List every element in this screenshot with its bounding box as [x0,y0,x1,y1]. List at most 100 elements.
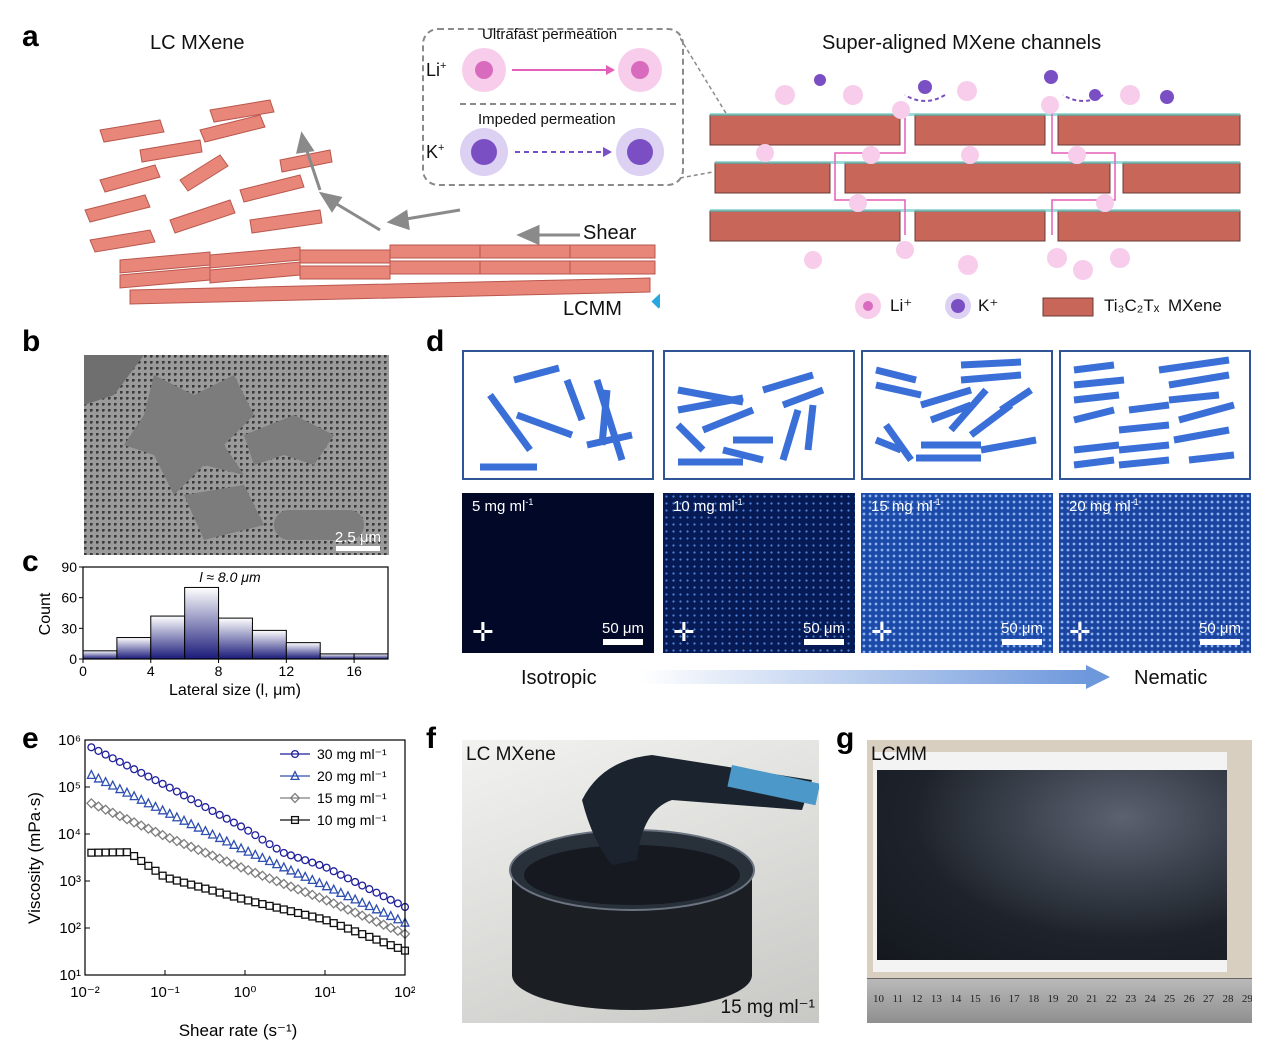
data-point [292,884,304,895]
data-point [94,848,103,857]
data-point [279,905,288,914]
lc-rod [1128,401,1170,414]
data-point [385,910,396,921]
lc-rod [513,364,560,384]
ruler-number: 14 [950,993,962,1005]
x-axis-ticks: 0 4 8 12 16 [79,659,362,679]
data-point [194,799,203,808]
data-point [365,932,374,941]
legend-li-label: Li⁺ [890,296,913,315]
lc-rod [515,411,574,439]
data-point [136,793,147,804]
data-point [86,797,97,809]
series-diamond [86,797,411,940]
data-point [158,871,167,880]
data-point [322,916,331,925]
inset-li-ion-label: Li+ [426,60,447,80]
legend: 30 mg ml⁻¹ 20 mg ml⁻¹ 15 mg ml⁻¹ 10 mg ml⁻¹ [280,746,387,828]
legend-label: 30 mg ml⁻¹ [317,746,387,762]
data-point [289,792,301,804]
data-point [329,919,338,928]
data-point [137,856,146,865]
lc-rod [1188,451,1235,464]
data-point [129,790,140,801]
y-tick-label: 10¹ [59,967,81,984]
data-point [278,861,289,872]
data-point [229,818,238,827]
data-point [122,786,132,797]
data-point [150,826,161,838]
inset-k-ion-label: K+ [426,142,445,162]
histogram-bar [285,642,321,660]
lc-rod [999,387,1033,413]
data-point [164,832,176,844]
data-point [101,750,110,759]
data-point [208,806,217,815]
isotropic-to-nematic-arrow [640,670,1088,684]
series-triangle [86,769,410,927]
legend-k-label: K⁺ [978,296,999,315]
y-tick-label: 10⁶ [58,732,81,749]
panel-label-d: d [426,325,445,358]
data-point [107,807,119,819]
x-tick-label: 10¹ [314,984,336,1001]
data-point [171,835,183,847]
x-tick-label: 8 [215,663,223,679]
lc-rod [1073,441,1120,454]
lc-rod [1073,361,1115,374]
viscosity-series [86,743,411,955]
data-point [87,848,96,857]
x-tick-label: 4 [147,663,155,679]
lcmm-photo: 10 11 12 13 14 15 16 17 18 19 20 21 22 23 24 25 26 27 28 29… [867,740,1252,1023]
polarized-image-5mg: 5 mg ml-1 50 μm ✛ [462,493,654,653]
polarized-image-15mg: 15 mg ml-1 50 μm ✛ [861,493,1053,653]
histogram-bar [116,637,152,660]
data-point [178,838,190,850]
data-point [115,757,124,766]
data-point [250,848,261,859]
ruler-number: 25 [1164,993,1176,1005]
data-point [290,770,300,781]
panel-a-legend-icons [855,293,1094,319]
scale-bar: 50 μm [1001,620,1043,645]
histogram-bar [184,586,220,660]
data-point [379,892,388,901]
panel-label-g: g [836,722,855,755]
data-point [200,847,211,859]
ruler-number: 13 [930,993,942,1005]
polarized-image-20mg: 20 mg ml-1 50 μm ✛ [1059,493,1251,653]
data-point [242,864,254,876]
y-axis-label: Count [37,592,54,635]
lc-rod [598,389,611,446]
data-point [187,795,196,804]
flake-stack [84,99,656,305]
data-point [393,943,402,952]
viscosity-plot: 10⁻² 10⁻¹ 10⁰ 10¹ 10² 10¹ 10² 10³ 10⁴ 10⁵ 10⁶ 30 … [25,732,415,1040]
histogram-bar [319,653,355,660]
data-point [358,881,367,890]
scale-bar: 50 μm [1199,620,1241,645]
x-tick-label: 10⁻¹ [150,984,180,1001]
data-point [251,831,260,840]
data-point [285,881,297,892]
data-point [179,814,189,825]
data-point [350,893,361,904]
histogram-bar [218,617,253,660]
shear-label: Shear [583,222,637,244]
data-point [342,904,354,915]
data-point [258,835,267,844]
lc-rod [874,436,903,454]
scale-bar: 50 μm [803,620,845,645]
lc-order-schematic-rods [480,356,1235,471]
data-point [228,839,239,849]
lc-mxene-photo: LC MXene 15 mg ml⁻¹ [462,740,819,1023]
data-point [192,844,204,856]
beaker-illustration [509,755,819,1010]
polarizer-cross-icon: ✛ [673,617,695,647]
y-tick-label: 10⁵ [58,779,81,796]
plot-frame [82,566,389,660]
histogram-bars [82,586,389,660]
data-point [100,776,111,787]
lc-rod [1118,421,1170,434]
ruler-number: 19 [1047,993,1059,1005]
